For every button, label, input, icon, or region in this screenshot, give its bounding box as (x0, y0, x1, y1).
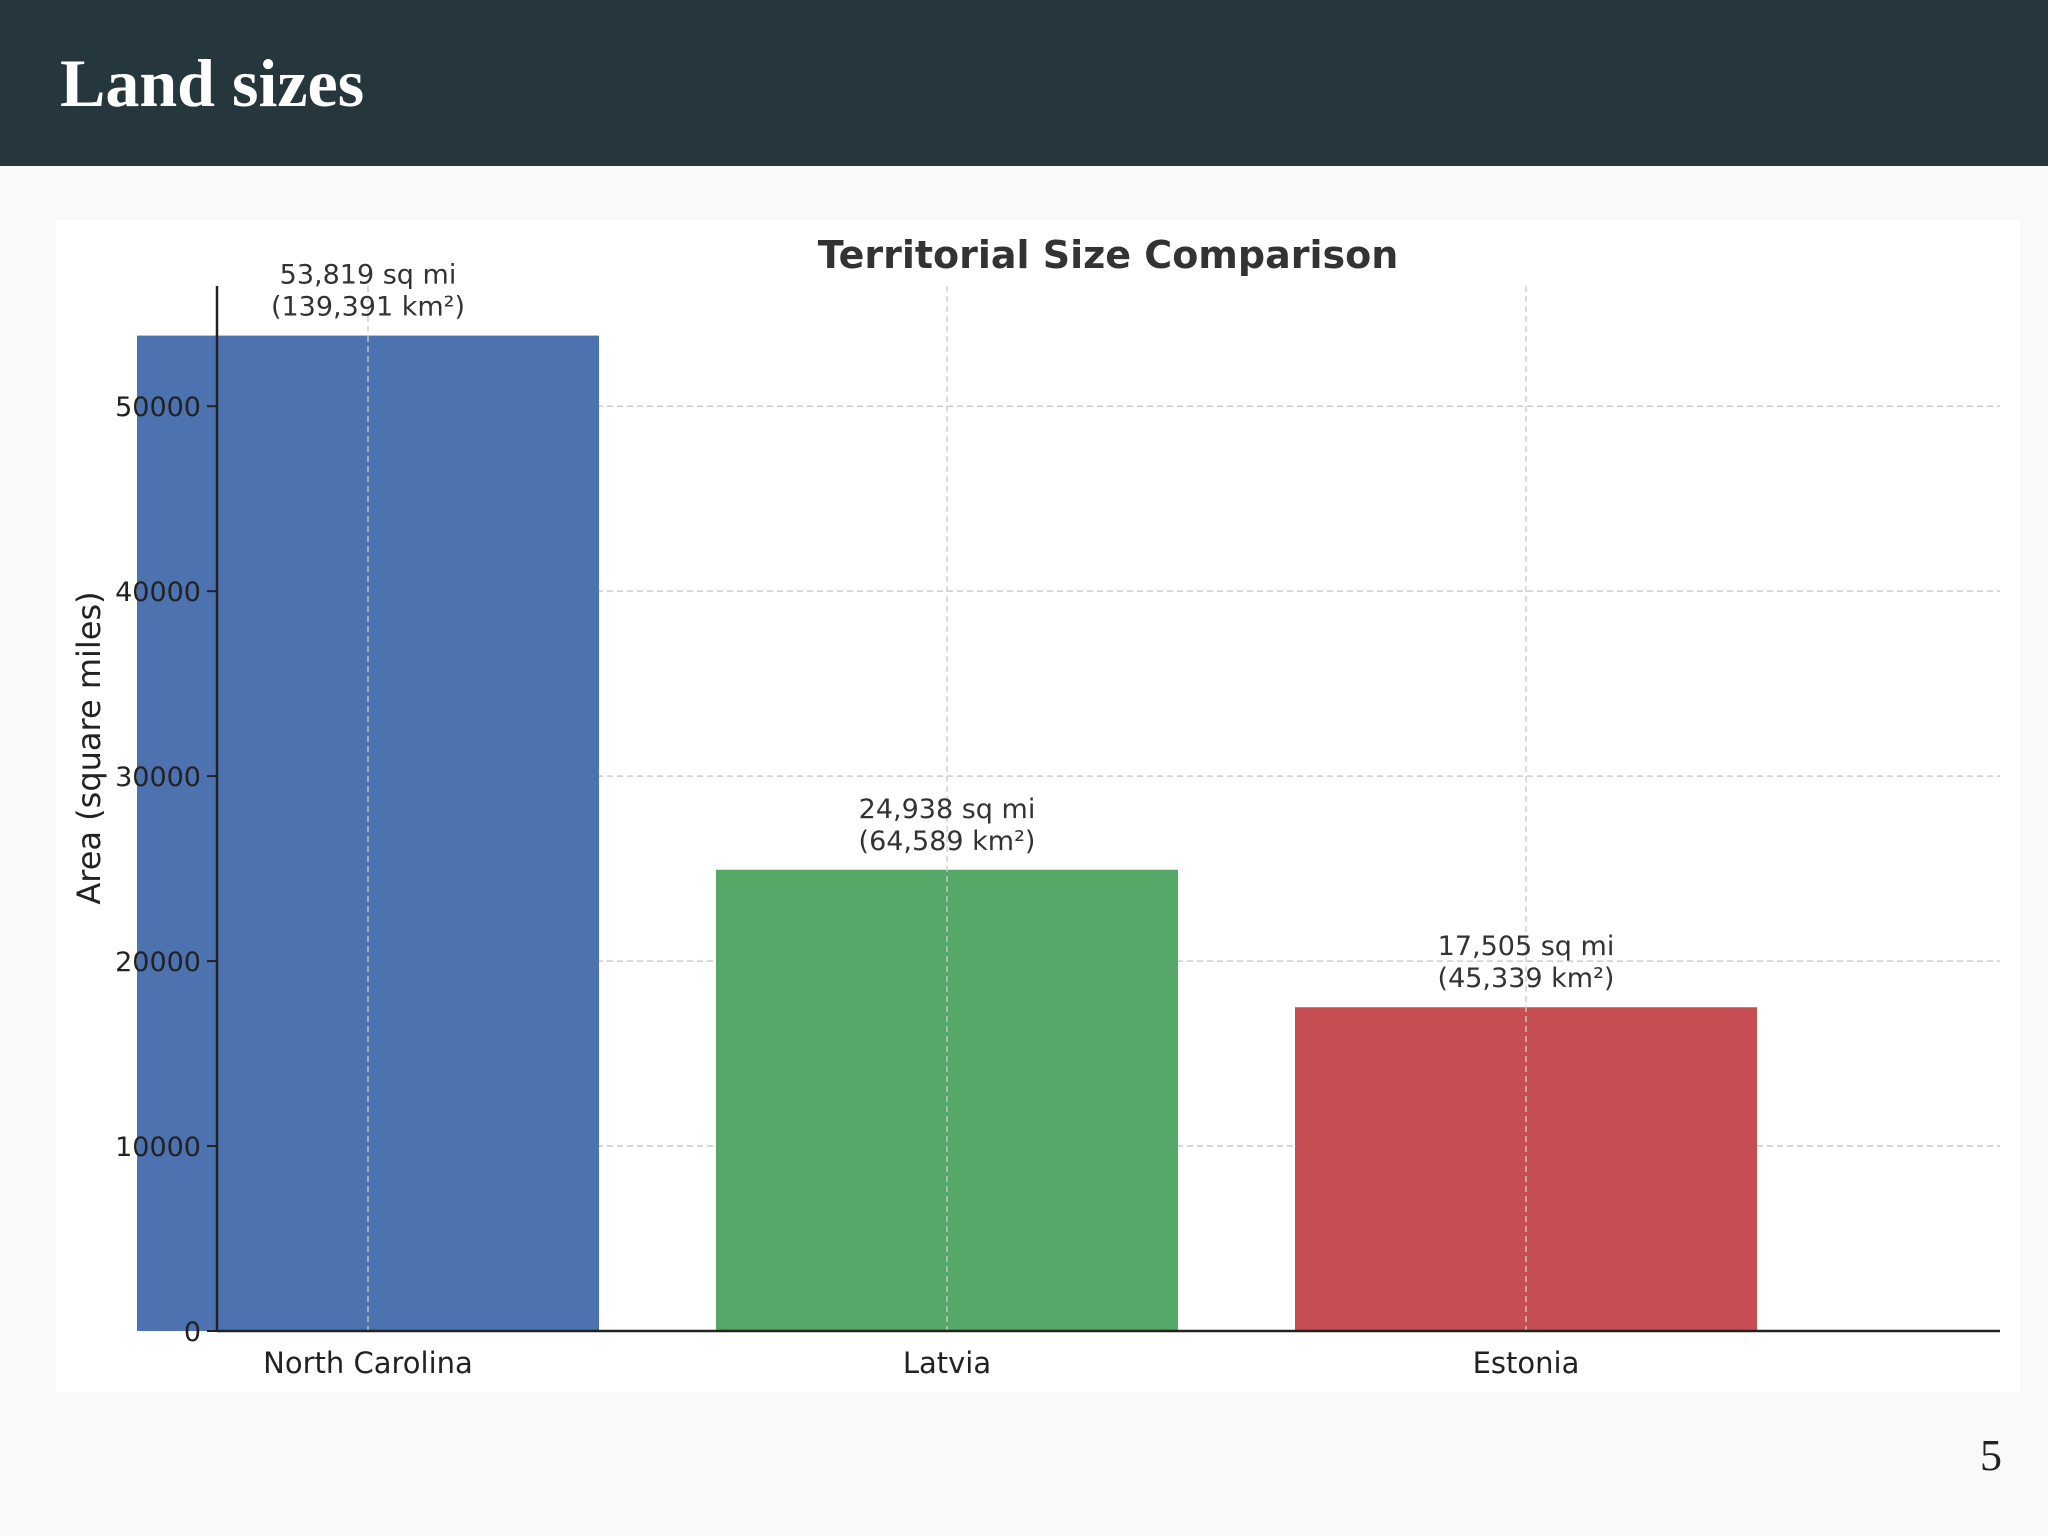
slide-title: Land sizes (60, 45, 365, 121)
vertical-grid-layer (367, 286, 1527, 1331)
y-tick-label: 20000 (115, 947, 201, 978)
data-label-km2: (139,391 km²) (271, 292, 465, 323)
chart-panel: 0 10000 20000 30000 40000 50000 North Carolina… (56, 220, 2020, 1392)
y-tick-label: 0 (184, 1317, 201, 1348)
label-layer: 53,819 sq mi(139,391 km²) 24,938 sq mi(64… (271, 260, 1614, 995)
y-axis-label: Area (square miles) (70, 591, 108, 904)
data-label-sq-mi: 17,505 sq mi (1438, 931, 1615, 962)
x-tick-label: North Carolina (263, 1346, 473, 1380)
page-number: 5 (1980, 1431, 2002, 1480)
y-tick-label: 10000 (115, 1132, 201, 1163)
chart-title: Territorial Size Comparison (818, 233, 1399, 277)
data-label-km2: (64,589 km²) (859, 826, 1036, 857)
y-tick-label: 40000 (115, 577, 201, 608)
data-label-sq-mi: 53,819 sq mi (280, 260, 457, 291)
bar-chart: 0 10000 20000 30000 40000 50000 North Carolina… (70, 233, 2000, 1380)
y-tick-label: 30000 (115, 762, 201, 793)
axis-layer: 0 10000 20000 30000 40000 50000 North Carolina… (115, 286, 2000, 1380)
slide-header: Land sizes (0, 0, 2048, 166)
x-tick-label: Estonia (1473, 1346, 1580, 1380)
data-label-km2: (45,339 km²) (1438, 963, 1615, 994)
data-label-sq-mi: 24,938 sq mi (859, 794, 1036, 825)
x-tick-label: Latvia (903, 1346, 991, 1380)
y-tick-label: 50000 (115, 392, 201, 423)
